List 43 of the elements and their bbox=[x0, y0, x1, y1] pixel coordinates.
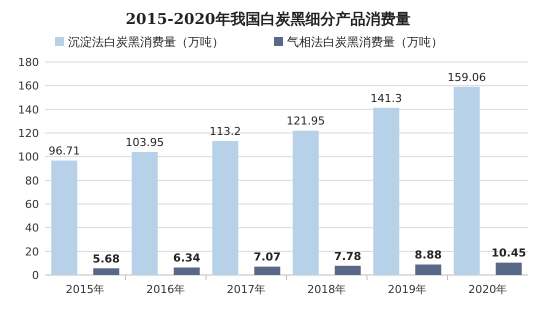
y-tick-label: 0 bbox=[32, 269, 39, 282]
data-label: 113.2 bbox=[210, 125, 241, 138]
x-tick-label: 2019年 bbox=[388, 283, 427, 296]
x-tick-label: 2016年 bbox=[146, 283, 186, 296]
data-label: 121.95 bbox=[286, 114, 325, 128]
data-label: 7.78 bbox=[334, 250, 362, 263]
bar bbox=[212, 141, 238, 275]
y-tick-label: 20 bbox=[25, 245, 39, 258]
bar bbox=[292, 130, 319, 275]
x-tick-label: 2017年 bbox=[226, 283, 266, 296]
bar bbox=[254, 266, 280, 275]
y-tick-label: 180 bbox=[18, 56, 39, 69]
data-label: 6.34 bbox=[173, 252, 201, 264]
data-label: 8.88 bbox=[414, 248, 442, 262]
y-tick-label: 80 bbox=[25, 174, 39, 188]
bar bbox=[454, 86, 480, 275]
y-tick-label: 120 bbox=[18, 127, 39, 140]
x-tick-label: 2018年 bbox=[307, 283, 346, 296]
y-tick-label: 40 bbox=[25, 222, 39, 235]
chart-title: 2015-2020年我国白炭黑细分产品消费量 bbox=[126, 10, 410, 28]
bar bbox=[174, 268, 200, 275]
x-tick-label: 2020年 bbox=[468, 283, 508, 296]
x-tick-label: 2015年 bbox=[66, 283, 105, 296]
data-label: 7.07 bbox=[254, 250, 281, 264]
bar bbox=[334, 266, 361, 275]
data-label: 96.71 bbox=[48, 144, 80, 158]
y-tick-label: 100 bbox=[18, 150, 39, 164]
data-label: 141.3 bbox=[370, 92, 402, 105]
bar bbox=[93, 268, 120, 275]
bar bbox=[415, 264, 442, 275]
data-label: 5.68 bbox=[92, 252, 120, 266]
bar bbox=[51, 160, 78, 275]
y-tick-label: 160 bbox=[18, 80, 39, 93]
data-label: 103.95 bbox=[126, 136, 164, 149]
y-tick-label: 60 bbox=[25, 198, 39, 211]
bar bbox=[373, 108, 400, 275]
legend-label: 气相法白炭黑消费量（万吨） bbox=[287, 35, 443, 49]
data-label: 159.06 bbox=[448, 70, 486, 84]
bar bbox=[132, 152, 158, 275]
bar bbox=[496, 262, 522, 275]
data-label: 10.45 bbox=[491, 246, 526, 260]
y-tick-label: 140 bbox=[18, 103, 39, 116]
legend-label: 沉淀法白炭黑消费量（万吨） bbox=[68, 35, 224, 49]
